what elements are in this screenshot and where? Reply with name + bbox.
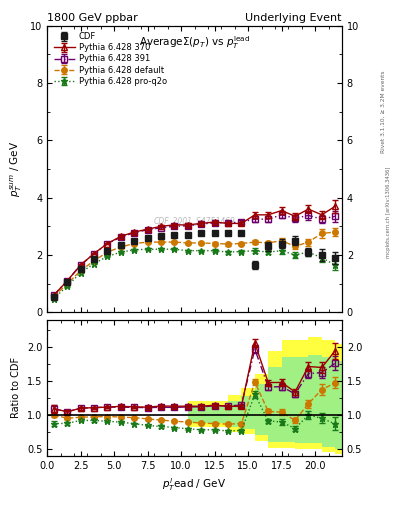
Text: Average$\Sigma$($p_T$) vs $p_T^{\rm lead}$: Average$\Sigma$($p_T$) vs $p_T^{\rm lead…	[139, 34, 250, 51]
Text: 1800 GeV ppbar: 1800 GeV ppbar	[47, 13, 138, 23]
Legend: CDF, Pythia 6.428 370, Pythia 6.428 391, Pythia 6.428 default, Pythia 6.428 pro-: CDF, Pythia 6.428 370, Pythia 6.428 391,…	[50, 29, 170, 89]
Text: Rivet 3.1.10, ≥ 3.2M events: Rivet 3.1.10, ≥ 3.2M events	[381, 70, 386, 153]
Text: Underlying Event: Underlying Event	[245, 13, 342, 23]
Y-axis label: $p_T^{sum}$ / GeV: $p_T^{sum}$ / GeV	[9, 141, 24, 197]
Text: CDF_2001_S4751469: CDF_2001_S4751469	[154, 216, 235, 225]
Text: mcplots.cern.ch [arXiv:1306.3436]: mcplots.cern.ch [arXiv:1306.3436]	[386, 166, 391, 258]
Y-axis label: Ratio to CDF: Ratio to CDF	[11, 357, 21, 418]
X-axis label: $p_T^l$ead / GeV: $p_T^l$ead / GeV	[162, 476, 227, 493]
